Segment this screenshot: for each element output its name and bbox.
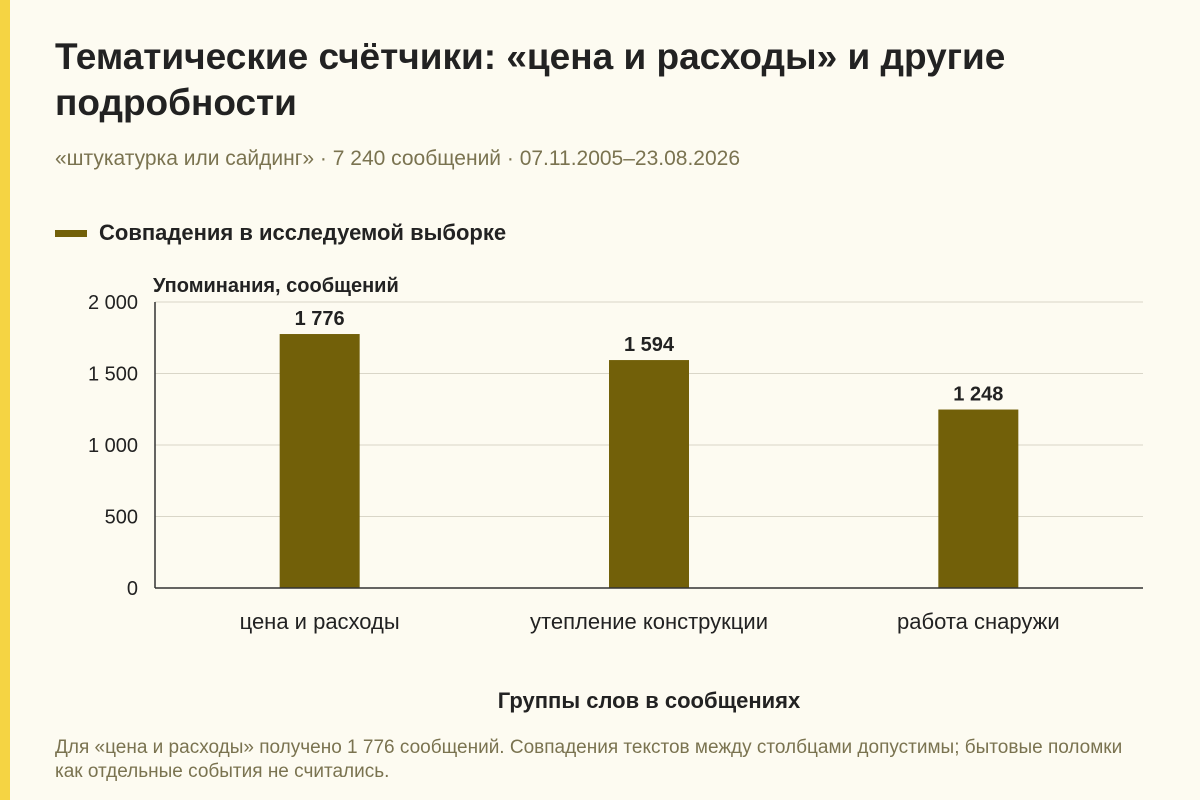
data-label: 1 248 [953, 384, 1003, 406]
data-label: 1 776 [295, 308, 345, 330]
accent-stripe [0, 0, 10, 800]
chart-subtitle: «штукатурка или сайдинг» · 7 240 сообщен… [55, 147, 741, 170]
y-tick-label: 1 000 [88, 435, 138, 457]
bar [279, 334, 360, 588]
data-label: 1 594 [624, 334, 675, 356]
bars [279, 334, 1019, 588]
bar [609, 360, 689, 588]
y-tick-labels: 0 500 1 000 1 500 2 000 [88, 292, 138, 600]
chart-title: Тематические счётчики: «цена и расходы» … [55, 36, 1006, 123]
footnote: Для «цена и расходы» получено 1 776 сооб… [55, 737, 1123, 782]
y-axis-label: Упоминания, сообщений [153, 275, 399, 297]
y-tick-label: 2 000 [88, 292, 138, 314]
legend: Совпадения в исследуемой выборке [55, 216, 506, 250]
x-tick-label: работа снаружи [897, 609, 1060, 634]
y-tick-label: 500 [105, 507, 138, 529]
x-tick-label: утепление конструкции [530, 609, 768, 634]
axes [154, 302, 1143, 589]
y-tick-label: 0 [127, 578, 138, 600]
data-labels: 1 776 1 594 1 248 [295, 308, 1004, 406]
y-tick-label: 1 500 [88, 364, 138, 386]
x-tick-labels: цена и расходы утепление конструкции работ… [240, 609, 1060, 634]
x-axis-label: Группы слов в сообщениях [498, 688, 801, 713]
legend-label: Совпадения в исследуемой выборке [99, 220, 507, 245]
bar [938, 409, 1019, 588]
legend-swatch [55, 229, 87, 237]
x-tick-label: цена и расходы [240, 609, 400, 634]
